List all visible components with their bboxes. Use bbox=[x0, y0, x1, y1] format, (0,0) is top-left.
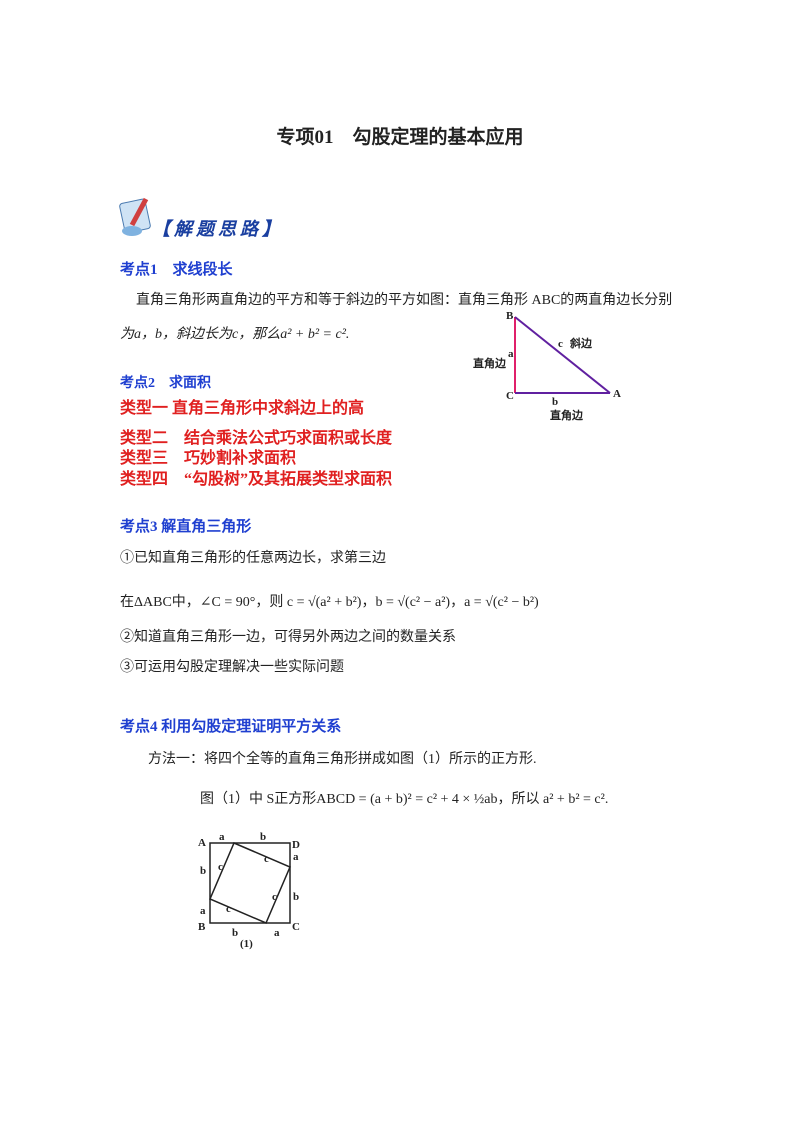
side-label: c bbox=[226, 903, 231, 915]
heading: 考点3 解直角三角形 bbox=[120, 519, 252, 535]
heading: 考点1 求线段长 bbox=[120, 262, 233, 278]
heading: 考点2 求面积 bbox=[120, 376, 211, 391]
leg-label: 直角边 bbox=[550, 408, 584, 422]
formula: 图（1）中 S正方形ABCD = (a + b)² = c² + 4 × ½ab… bbox=[200, 792, 609, 807]
side-label: b bbox=[293, 891, 299, 903]
vertex-label: A bbox=[613, 388, 621, 400]
leg-label: 直角边 bbox=[473, 356, 507, 370]
corner-label: B bbox=[198, 921, 206, 933]
side-label: a bbox=[508, 348, 514, 360]
side-label: a bbox=[219, 831, 225, 843]
corner-label: D bbox=[292, 839, 300, 851]
side-label: c bbox=[264, 853, 269, 865]
type-item: 类型二 结合乘法公式巧求面积或长度 bbox=[120, 430, 393, 447]
side-label: b bbox=[200, 865, 206, 877]
banner-icon bbox=[119, 197, 151, 236]
paragraph: 方法一：将四个全等的直角三角形拼成如图（1）所示的正方形. bbox=[148, 752, 537, 767]
side-label: c bbox=[218, 861, 223, 873]
heading: 考点4 利用勾股定理证明平方关系 bbox=[120, 719, 342, 735]
banner: 【解题思路】 bbox=[152, 219, 284, 239]
side-label: b bbox=[260, 831, 266, 843]
triangle-figure: B C A a b c 直角边 直角边 斜边 bbox=[473, 310, 621, 422]
type-item: 类型四 “勾股树”及其拓展类型求面积 bbox=[120, 471, 393, 488]
doc-title: 专项01 勾股定理的基本应用 bbox=[276, 127, 524, 148]
paragraph: ②知道直角三角形一边，可得另外两边之间的数量关系 bbox=[120, 630, 456, 645]
type-item: 类型一 直角三角形中求斜边上的高 bbox=[120, 400, 365, 417]
side-label: a bbox=[274, 927, 280, 939]
paragraph: 直角三角形两直角边的平方和等于斜边的平方如图：直角三角形 ABC的两直角边长分别 bbox=[136, 293, 673, 308]
side-label: c bbox=[558, 338, 563, 350]
formula: 为a，b，斜边长为c，那么a² + b² = c². bbox=[120, 327, 350, 342]
side-label: b bbox=[232, 927, 238, 939]
side-label: b bbox=[552, 396, 558, 408]
corner-label: C bbox=[292, 921, 300, 933]
formula: 在ΔABC中，∠C = 90°，则 c = √(a² + b²)，b = √(c… bbox=[120, 595, 539, 610]
caption: (1) bbox=[240, 938, 253, 950]
side-label: a bbox=[200, 905, 206, 917]
paragraph: ③可运用勾股定理解决一些实际问题 bbox=[120, 660, 344, 675]
type-item: 类型三 巧妙割补求面积 bbox=[120, 450, 297, 467]
side-label: c bbox=[272, 891, 277, 903]
vertex-label: B bbox=[506, 310, 514, 322]
square-figure: A B C D a b b a a b b a c c c c (1) bbox=[198, 831, 300, 950]
hyp-label: 斜边 bbox=[569, 336, 593, 350]
vertex-label: C bbox=[506, 390, 514, 402]
side-label: a bbox=[293, 851, 299, 863]
corner-label: A bbox=[198, 837, 206, 849]
paragraph: ①已知直角三角形的任意两边长，求第三边 bbox=[120, 551, 386, 566]
